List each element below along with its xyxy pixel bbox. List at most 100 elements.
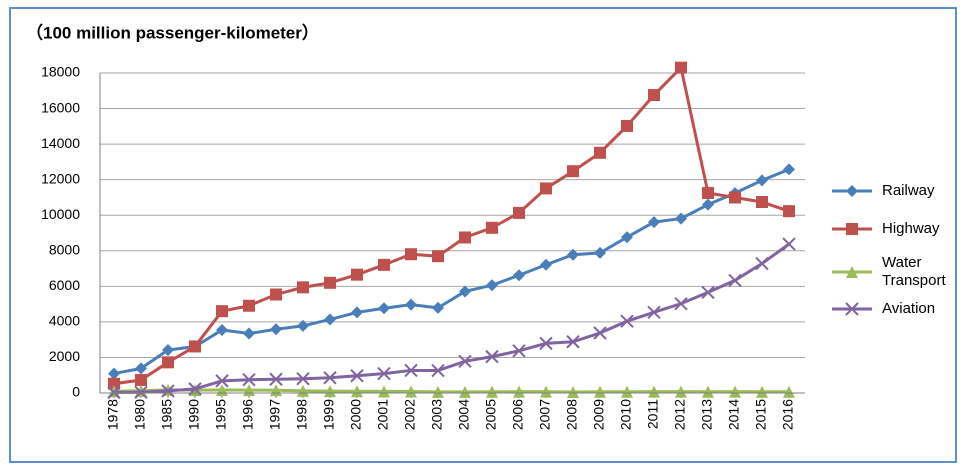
x-tick-label: 1998	[294, 399, 310, 430]
marker	[431, 363, 445, 378]
marker	[701, 285, 715, 300]
marker	[782, 237, 796, 251]
marker	[783, 163, 795, 176]
marker	[846, 266, 858, 278]
marker	[648, 216, 660, 229]
marker	[432, 250, 444, 263]
marker	[404, 363, 418, 378]
marker	[621, 385, 633, 398]
marker	[647, 305, 661, 320]
marker	[405, 385, 417, 398]
marker	[756, 196, 768, 209]
x-tick-label: 2002	[402, 399, 418, 430]
marker	[674, 296, 688, 311]
marker	[324, 313, 336, 326]
marker	[378, 302, 390, 315]
marker	[702, 385, 714, 398]
marker	[459, 231, 471, 244]
marker	[242, 373, 256, 387]
marker	[378, 258, 390, 271]
marker	[594, 246, 606, 259]
x-tick-label: 2011	[645, 399, 661, 429]
marker	[729, 191, 741, 204]
marker	[324, 276, 336, 289]
marker	[675, 61, 687, 74]
marker	[513, 206, 525, 219]
marker	[350, 369, 364, 383]
marker	[351, 268, 363, 281]
x-tick-label: 2001	[375, 399, 391, 430]
chart-frame	[9, 7, 957, 463]
marker	[432, 301, 444, 314]
marker	[702, 186, 714, 199]
marker	[567, 165, 579, 178]
y-tick-label: 18000	[41, 64, 80, 80]
marker	[215, 374, 229, 388]
marker	[675, 212, 687, 225]
y-tick-label: 0	[72, 384, 80, 400]
marker	[351, 306, 363, 319]
marker	[783, 205, 795, 218]
marker	[539, 336, 553, 351]
marker	[323, 371, 337, 385]
chart-title: （100 million passenger-kilometer）	[26, 22, 319, 42]
marker	[297, 281, 309, 294]
y-tick-label: 2000	[49, 348, 80, 364]
marker	[846, 185, 858, 197]
x-tick-label: 2009	[591, 399, 607, 430]
marker	[513, 385, 525, 398]
marker	[269, 372, 283, 386]
y-tick-label: 6000	[49, 277, 80, 293]
series-line	[113, 388, 790, 394]
marker	[161, 384, 175, 398]
marker	[567, 248, 579, 261]
legend-label: Railway	[882, 182, 935, 199]
marker	[540, 385, 552, 398]
marker	[621, 119, 633, 132]
marker	[846, 223, 858, 235]
x-tick-label: 2000	[348, 399, 364, 430]
y-tick-label: 14000	[41, 135, 80, 151]
marker	[243, 299, 255, 312]
marker	[485, 349, 499, 364]
x-tick-label: 2003	[429, 399, 445, 430]
marker	[756, 385, 768, 398]
y-tick-label: 8000	[49, 241, 80, 257]
marker	[216, 305, 228, 318]
marker	[459, 285, 471, 298]
marker	[351, 385, 363, 398]
x-tick-label: 1999	[321, 399, 337, 430]
x-tick-label: 2016	[780, 399, 796, 430]
x-tick-label: 1990	[186, 399, 202, 430]
marker	[540, 182, 552, 195]
marker	[566, 335, 580, 349]
marker	[108, 367, 120, 380]
legend-label: Water Transport	[882, 254, 946, 289]
marker	[108, 377, 120, 390]
marker	[297, 319, 309, 332]
marker	[540, 258, 552, 271]
marker	[486, 385, 498, 398]
legend-label: Highway	[882, 220, 940, 237]
x-tick-label: 2015	[753, 399, 769, 430]
y-tick-label: 12000	[41, 170, 80, 186]
marker	[755, 256, 769, 271]
x-tick-label: 2006	[510, 399, 526, 430]
marker	[513, 269, 525, 282]
marker	[648, 89, 660, 102]
series-line	[113, 242, 790, 395]
x-tick-label: 2010	[618, 399, 634, 430]
marker	[458, 354, 472, 369]
marker	[459, 385, 471, 398]
marker	[594, 146, 606, 159]
marker	[296, 372, 310, 386]
marker	[135, 362, 147, 375]
y-tick-label: 16000	[41, 99, 80, 115]
x-tick-label: 2014	[726, 399, 742, 430]
marker	[270, 288, 282, 301]
marker	[845, 302, 859, 316]
marker	[756, 174, 768, 187]
marker	[702, 198, 714, 211]
marker	[324, 385, 336, 398]
